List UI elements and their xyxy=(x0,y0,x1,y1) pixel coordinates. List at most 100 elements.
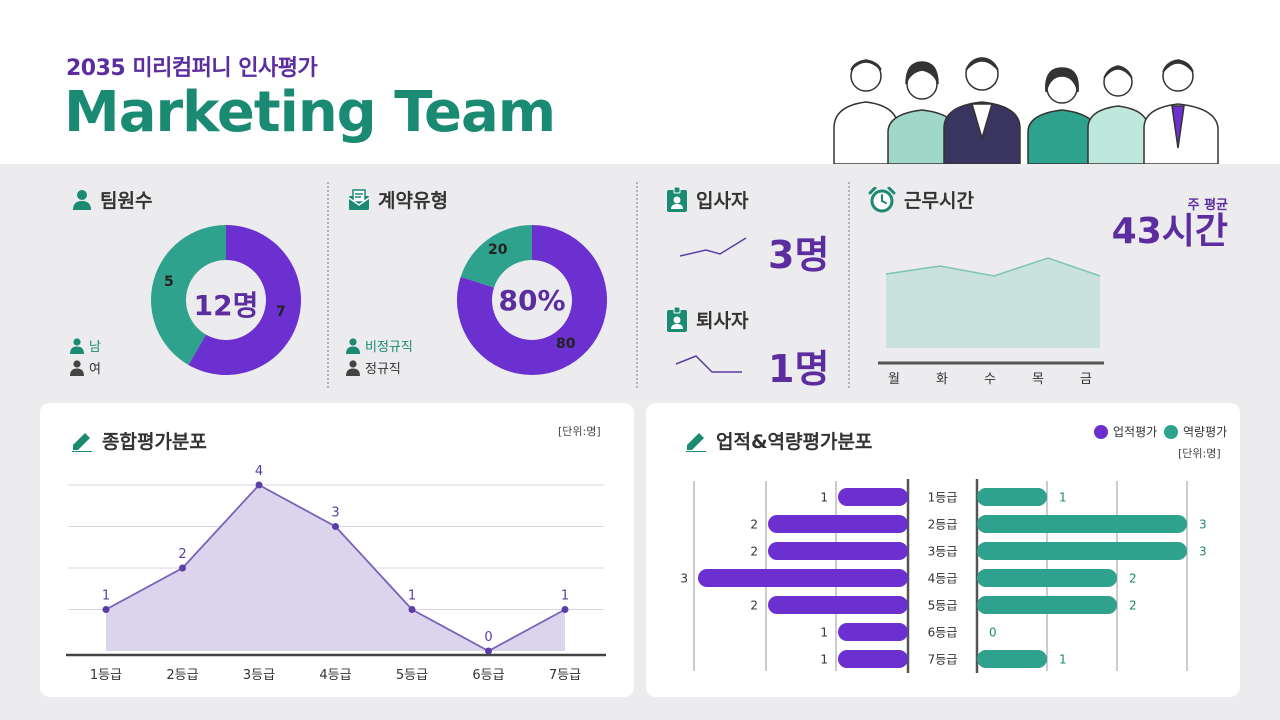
divider xyxy=(636,182,638,388)
person-icon xyxy=(346,337,360,354)
legend-male: 남 xyxy=(70,336,101,355)
bar-performance xyxy=(768,515,908,533)
bar-performance xyxy=(768,596,908,614)
data-label: 2 xyxy=(1129,599,1137,613)
pencil-note-icon xyxy=(72,432,92,452)
legend-competency: 역량평가 xyxy=(1164,423,1227,440)
data-point xyxy=(485,647,492,655)
data-point xyxy=(102,606,110,613)
data-point xyxy=(255,481,263,489)
male-count-label: 5 xyxy=(164,274,174,290)
contract-type-title: 계약유형 xyxy=(348,186,448,213)
performance-distribution-card: 업적&역량평가분포 업적평가 역량평가 [단위:명] 1 1 1등급 2 3 2등급 2 3 3… xyxy=(646,403,1240,697)
donut-slice-남 xyxy=(151,225,226,365)
legend-male-label: 남 xyxy=(89,340,101,355)
data-point xyxy=(408,606,416,613)
team-count-label: 팀원수 xyxy=(100,190,153,212)
legend-female: 여 xyxy=(70,358,101,377)
data-label: 2 xyxy=(750,518,758,532)
data-label: 1 xyxy=(820,653,828,667)
worktime-label: 근무시간 xyxy=(904,190,974,212)
bar-competency xyxy=(977,650,1047,668)
worktime-area-chart xyxy=(878,257,1104,365)
divider xyxy=(848,182,850,388)
data-label: 1 xyxy=(1059,491,1067,505)
hires-trend-sparkline xyxy=(679,237,747,257)
legend-regular: 정규직 xyxy=(346,358,401,377)
axis-tick-label: 1등급 xyxy=(90,668,122,683)
leavers-label: 퇴사자 xyxy=(696,310,749,332)
worktime-average-label: 주 평균 xyxy=(1187,198,1228,213)
axis-tick-label: 수 xyxy=(984,372,996,387)
category-label: 5등급 xyxy=(928,599,958,613)
performance-distribution-label: 업적&역량평가분포 xyxy=(716,431,873,453)
axis-tick-label: 6등급 xyxy=(472,668,504,683)
category-label: 6등급 xyxy=(928,626,958,640)
bar-competency xyxy=(977,542,1187,560)
worktime-average-value: 43시간 xyxy=(1111,211,1228,252)
overall-area-chart: 1 1등급 2 2등급 4 3등급 3 4등급 1 5등급 0 6등급 1 7등급 xyxy=(66,464,606,683)
legend-nonregular-label: 비정규직 xyxy=(365,340,413,355)
bar-competency xyxy=(977,488,1047,506)
category-label: 2등급 xyxy=(928,518,958,532)
overall-distribution-card: 종합평가분포 [단위:명] 1 1등급 2 2등급 4 3등급 3 4등급 1 5등급 0 6등급 1 7… xyxy=(40,403,634,697)
team-donut-chart xyxy=(151,225,301,375)
page-subtitle: 2035 미리컴퍼니 인사평가 xyxy=(66,56,318,81)
data-label: 1 xyxy=(820,626,828,640)
data-label: 1 xyxy=(1059,653,1067,667)
performance-unit-label: [단위:명] xyxy=(1178,447,1221,460)
data-point xyxy=(561,606,569,613)
id-badge-icon xyxy=(667,186,687,212)
legend-competency-label: 역량평가 xyxy=(1183,425,1228,439)
bar-competency xyxy=(977,596,1117,614)
category-label: 7등급 xyxy=(928,653,958,667)
category-label: 1등급 xyxy=(928,491,958,505)
data-label: 3 xyxy=(1199,545,1207,559)
category-label: 4등급 xyxy=(928,572,958,586)
person-icon xyxy=(346,359,360,376)
axis-tick-label: 5등급 xyxy=(396,668,428,683)
pencil-note-icon xyxy=(686,432,706,452)
axis-tick-label: 4등급 xyxy=(319,668,351,683)
bar-performance xyxy=(838,488,908,506)
donut-slice-비정규직 xyxy=(460,225,532,288)
data-label: 0 xyxy=(484,630,492,645)
leavers-title: 퇴사자 xyxy=(666,306,748,333)
legend-swatch xyxy=(1164,424,1178,439)
data-label: 1 xyxy=(820,491,828,505)
leavers-value: 1명 xyxy=(768,347,830,391)
data-point xyxy=(332,523,339,530)
alarm-clock-icon xyxy=(868,186,896,212)
team-total-value: 12명 xyxy=(193,289,259,322)
contract-regular-percent: 80% xyxy=(498,284,566,317)
performance-distribution-title: 업적&역량평가분포 xyxy=(684,427,872,454)
overall-distribution-title: 종합평가분포 xyxy=(70,427,207,454)
data-point xyxy=(179,564,186,572)
data-label: 2 xyxy=(750,599,758,613)
hires-label: 입사자 xyxy=(696,190,749,212)
overall-unit-label: [단위:명] xyxy=(558,425,601,438)
category-label: 3등급 xyxy=(928,545,958,559)
data-label: 4 xyxy=(255,464,263,479)
person-icon xyxy=(70,359,84,376)
legend-female-label: 여 xyxy=(89,362,101,377)
worktime-title: 근무시간 xyxy=(868,186,974,213)
data-label: 0 xyxy=(989,626,997,640)
donut-slice-정규직 xyxy=(457,225,607,375)
data-label: 2 xyxy=(750,545,758,559)
bar-performance xyxy=(768,542,908,560)
data-label: 3 xyxy=(1199,518,1207,532)
contract-donut-chart xyxy=(457,225,607,375)
data-label: 3 xyxy=(680,572,688,586)
performance-bar-chart: 1 1 1등급 2 3 2등급 2 3 3등급 3 2 4등급 2 2 5등급 1 0 6등급 1 1 7등급 xyxy=(680,479,1207,673)
team-people-illustration xyxy=(833,57,1219,164)
legend-swatch xyxy=(1094,424,1108,439)
data-label: 2 xyxy=(178,547,186,562)
leavers-trend-sparkline xyxy=(675,355,742,373)
person-icon xyxy=(70,337,84,354)
bar-competency xyxy=(977,515,1187,533)
axis-tick-label: 7등급 xyxy=(549,668,581,683)
data-label: 3 xyxy=(331,506,339,521)
bar-performance xyxy=(838,623,908,641)
legend-performance-label: 업적평가 xyxy=(1113,425,1158,439)
